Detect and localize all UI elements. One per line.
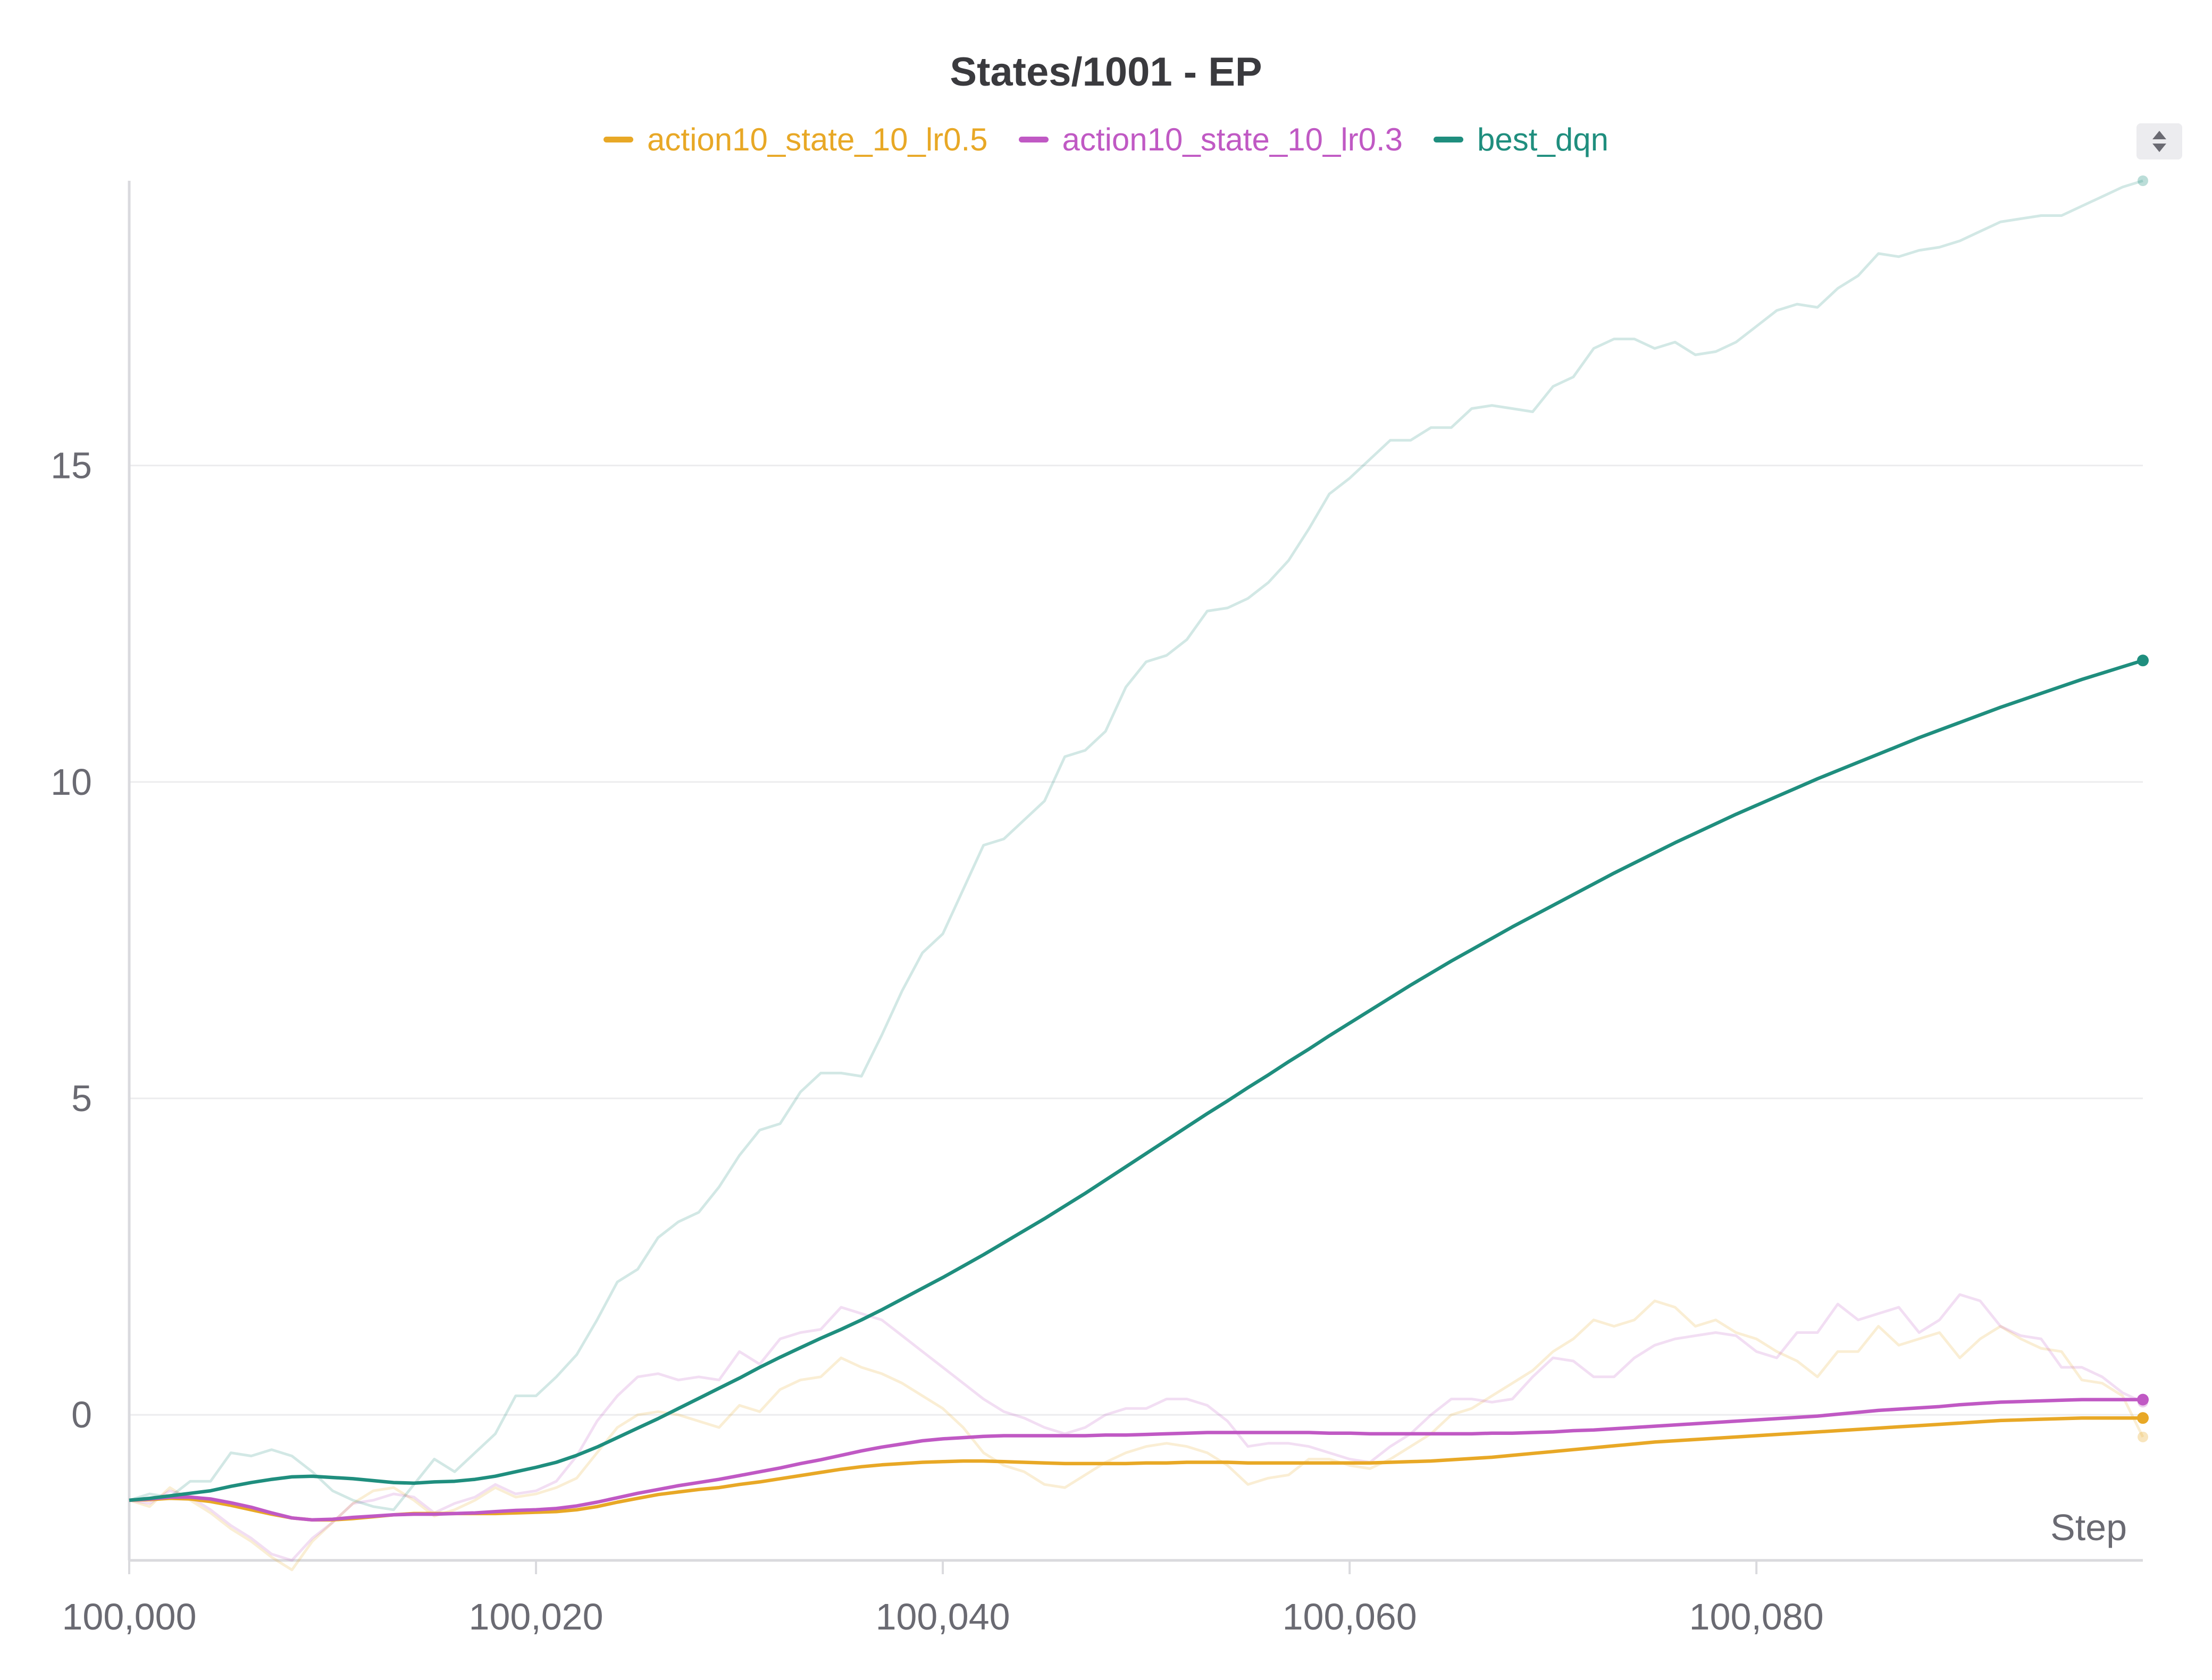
legend-swatch-lr05 [604, 137, 634, 142]
series-end-markers [2137, 175, 2149, 1442]
y-tick-label: 10 [51, 761, 92, 803]
series-0-raw-end-point [2138, 1431, 2148, 1442]
series-2-smoothed-line [129, 659, 2143, 1502]
series-2-end-point [2137, 654, 2149, 667]
series-2-raw-line [129, 179, 2143, 1511]
series-0-end-point [2137, 1412, 2149, 1424]
legend-label-best-dqn: best_dqn [1477, 122, 1608, 157]
tick-labels: 0 5 10 15 100,000 100,020 100,040 100,060 100,08… [51, 445, 1824, 1637]
legend-swatch-best-dqn [1434, 137, 1464, 142]
x-tick-label: 100,040 [876, 1596, 1010, 1637]
chart-title: States/1001 - EP [950, 49, 1262, 95]
series-1-raw-line [129, 1293, 2144, 1562]
series-0-raw-line [129, 1299, 2144, 1572]
sort-arrows-icon [2152, 131, 2166, 152]
y-tick-label: 15 [51, 445, 92, 486]
y-tick-label: 0 [71, 1394, 92, 1435]
x-tick-label: 100,080 [1689, 1596, 1824, 1637]
series-1-end-point [2137, 1393, 2149, 1406]
series-2-raw-end-point [2138, 175, 2148, 186]
legend-item-best-dqn[interactable]: best_dqn [1434, 121, 1608, 158]
legend-sort-button[interactable] [2136, 123, 2182, 159]
legend-label-lr05: action10_state_10_lr0.5 [647, 122, 988, 157]
legend: action10_state_10_lr0.5 action10_state_1… [0, 121, 2212, 158]
legend-label-lr03: action10_state_10_lr0.3 [1062, 122, 1403, 157]
x-tick-label: 100,000 [62, 1596, 196, 1637]
legend-swatch-lr03 [1018, 137, 1049, 142]
x-tick-label: 100,060 [1283, 1596, 1417, 1637]
series-1-smoothed-line [129, 1398, 2143, 1522]
axes [128, 181, 2143, 1562]
raw-series-lines [129, 179, 2144, 1572]
y-tick-label: 5 [71, 1078, 92, 1119]
smoothed-series-lines [129, 659, 2143, 1522]
legend-item-lr05[interactable]: action10_state_10_lr0.5 [604, 121, 988, 158]
x-tick-label: 100,020 [469, 1596, 604, 1637]
grid-lines [129, 465, 2143, 1416]
x-axis-title: Step [2050, 1507, 2127, 1548]
legend-item-lr03[interactable]: action10_state_10_lr0.3 [1018, 121, 1403, 158]
